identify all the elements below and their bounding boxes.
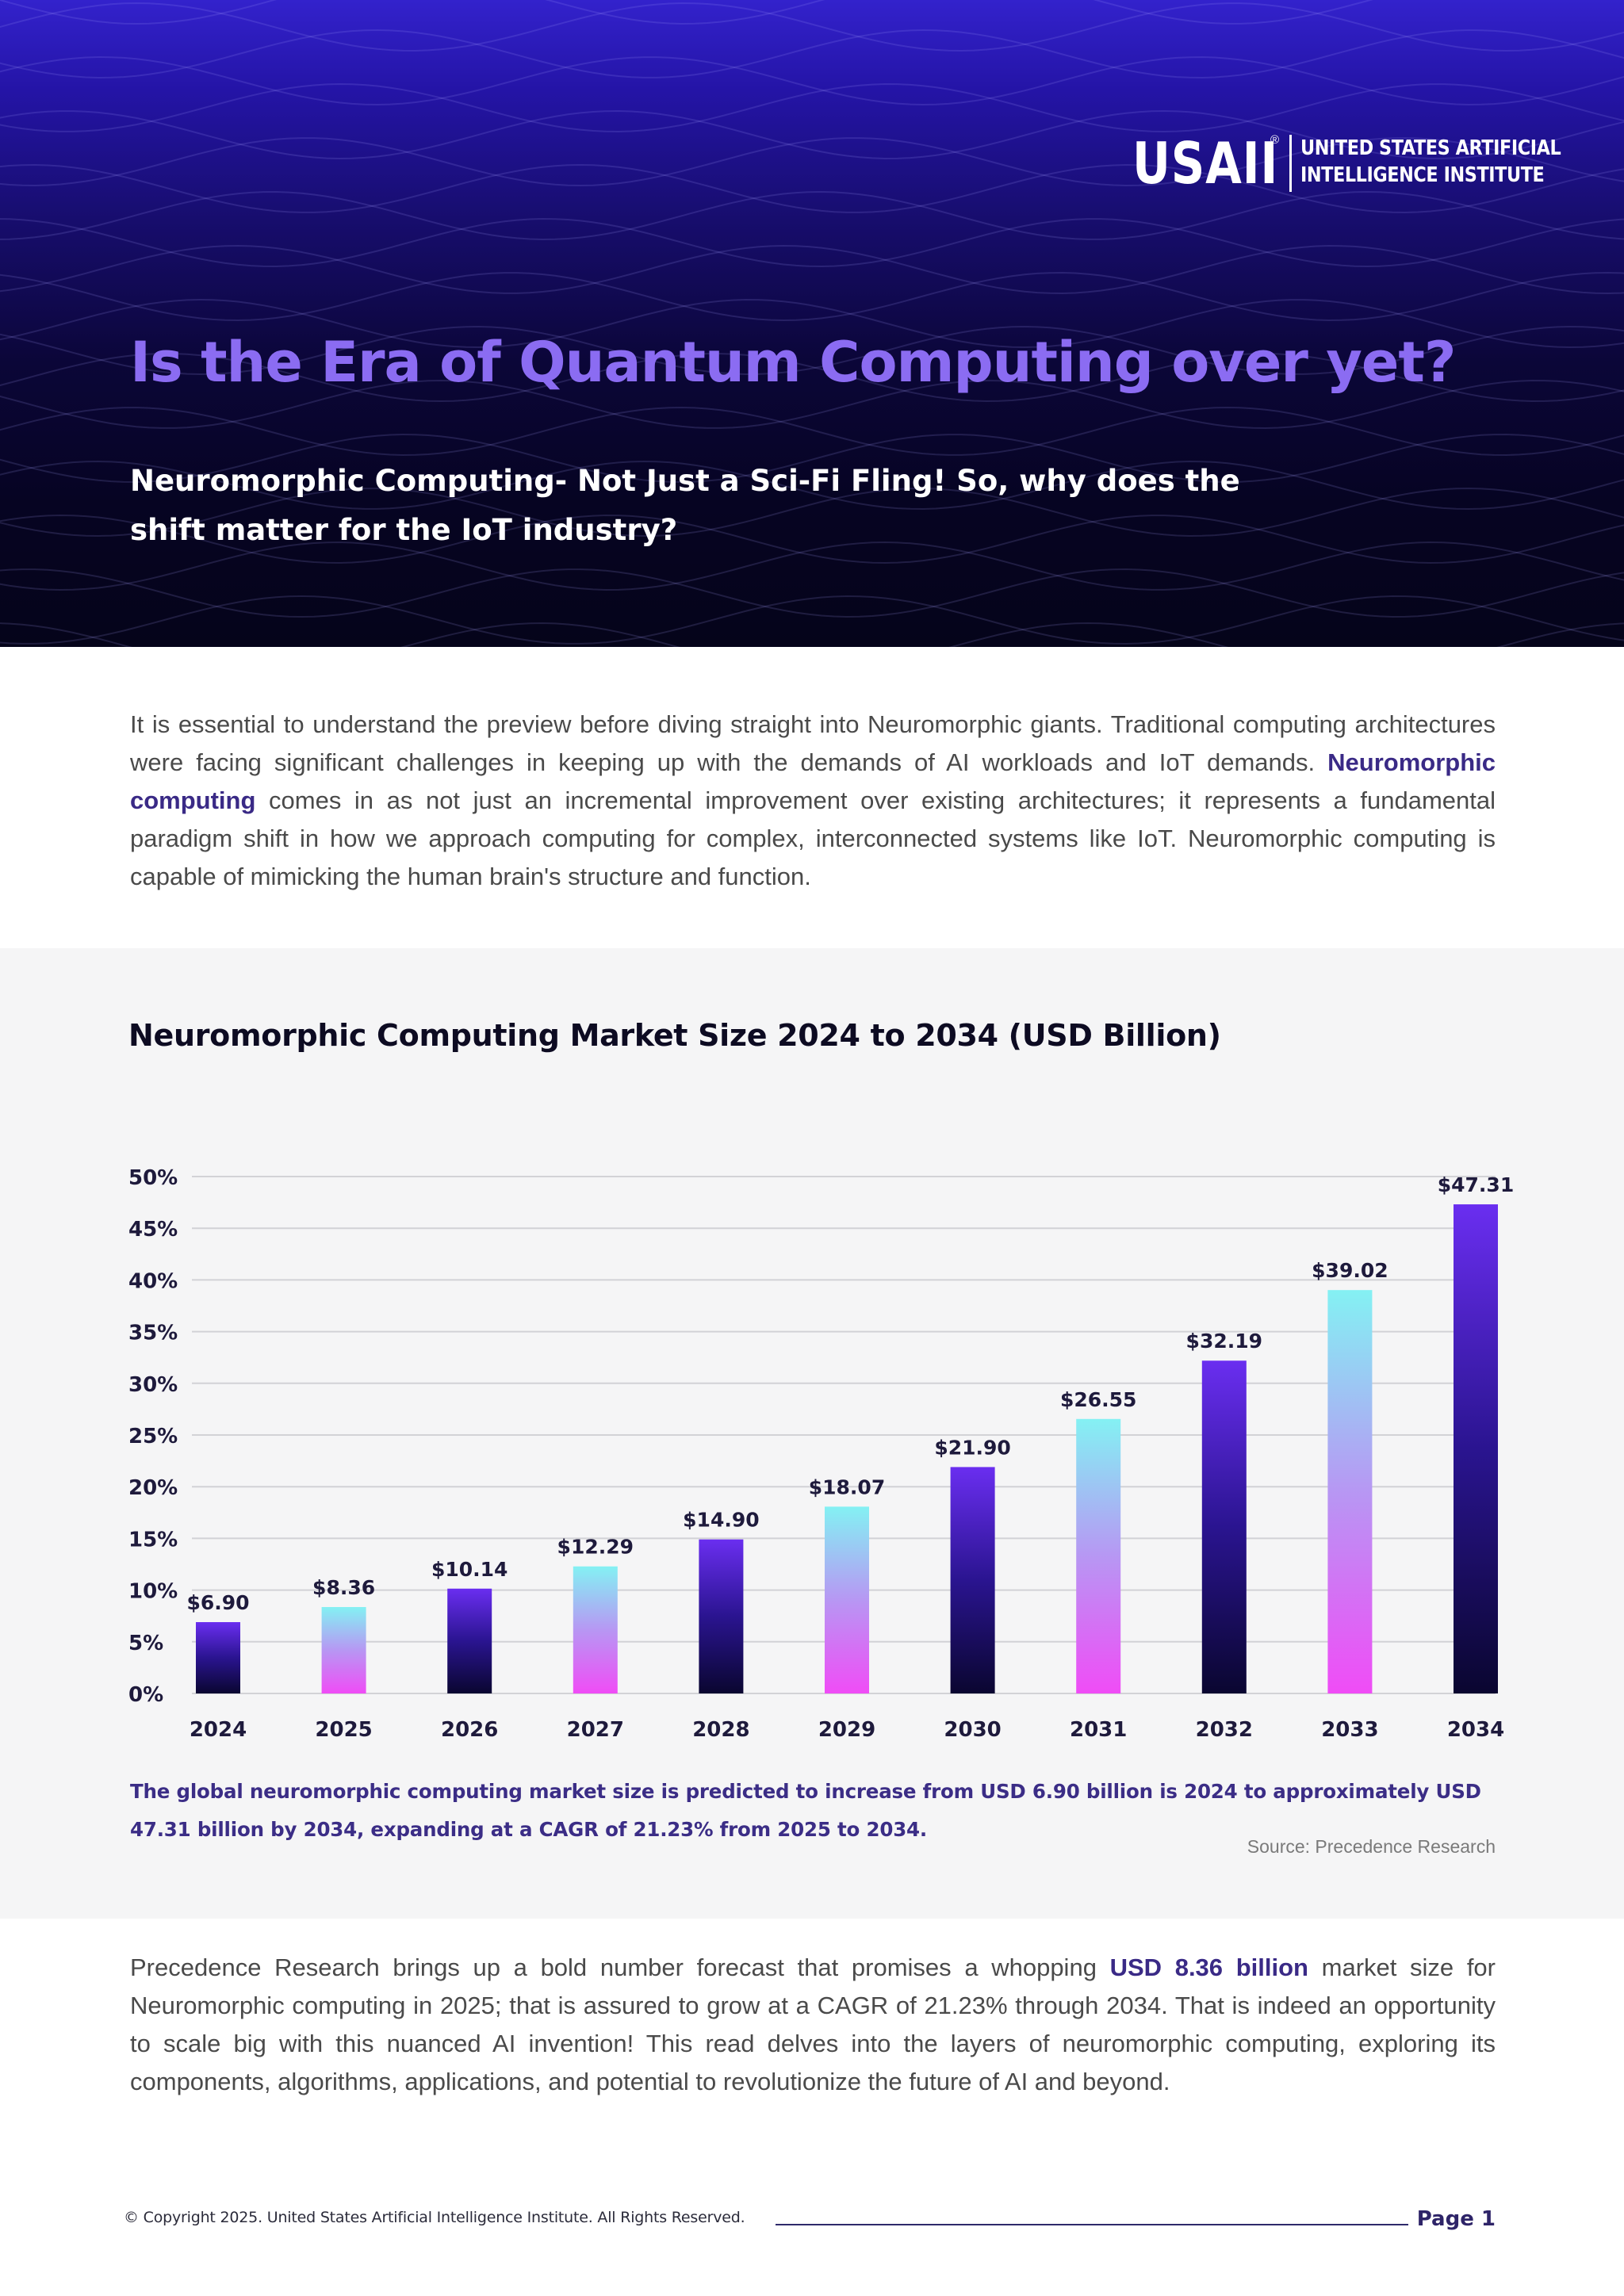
value-label-2031: $26.55 bbox=[1060, 1388, 1136, 1411]
value-label-2028: $14.90 bbox=[683, 1509, 759, 1532]
logo-divider bbox=[1289, 135, 1292, 192]
x-tick-label-2029: 2029 bbox=[818, 1718, 875, 1742]
x-tick-label-2030: 2030 bbox=[944, 1718, 1001, 1742]
x-tick-label-2033: 2033 bbox=[1321, 1718, 1378, 1742]
market-size-bar-chart: 0% 5% 10% 15% 20% 25% 30% 35% 40% 45% 50% $6.90 2024… bbox=[128, 1166, 1514, 1742]
wave-line bbox=[0, 379, 1624, 430]
bar-2029 bbox=[825, 1506, 869, 1693]
x-tick-label-2031: 2031 bbox=[1070, 1718, 1127, 1742]
x-tick-label-2034: 2034 bbox=[1447, 1718, 1504, 1742]
usaii-logo: USAII ® UNITED STATES ARTIFICIAL INTELLI… bbox=[1132, 130, 1561, 197]
x-tick-label-2027: 2027 bbox=[567, 1718, 624, 1742]
y-tick-label: 10% bbox=[128, 1580, 178, 1604]
y-tick-label: 25% bbox=[128, 1425, 178, 1448]
intro-text-2: comes in as not just an incremental impr… bbox=[130, 786, 1496, 890]
value-label-2033: $39.02 bbox=[1312, 1259, 1388, 1282]
wave-line bbox=[0, 82, 1624, 133]
y-tick-label: 35% bbox=[128, 1322, 178, 1345]
value-label-2034: $47.31 bbox=[1438, 1173, 1514, 1196]
wave-line bbox=[0, 325, 1624, 376]
x-tick-label-2032: 2032 bbox=[1196, 1718, 1253, 1742]
bar-2031 bbox=[1076, 1418, 1121, 1693]
y-tick-label: 30% bbox=[128, 1373, 178, 1397]
wave-line bbox=[0, 406, 1624, 457]
hero-banner: USAII ® UNITED STATES ARTIFICIAL INTELLI… bbox=[0, 0, 1624, 647]
bar-2032 bbox=[1201, 1360, 1247, 1693]
page-subtitle: Neuromorphic Computing- Not Just a Sci-F… bbox=[130, 464, 1240, 547]
wave-line bbox=[0, 622, 1624, 647]
wave-pattern-background bbox=[0, 0, 1624, 647]
bar-2033 bbox=[1327, 1290, 1373, 1693]
wave-line bbox=[0, 595, 1624, 645]
forecast-text-2: market size for Neuromorphic computing i… bbox=[130, 1954, 1496, 2095]
y-tick-label: 45% bbox=[128, 1218, 178, 1242]
value-label-2032: $32.19 bbox=[1186, 1330, 1262, 1353]
chart-source: Source: Precedence Research bbox=[1247, 1836, 1496, 1857]
wave-line bbox=[0, 271, 1624, 322]
registered-mark: ® bbox=[1270, 133, 1280, 147]
bar-2026 bbox=[447, 1588, 492, 1693]
footer-divider bbox=[776, 2224, 1408, 2225]
wave-line bbox=[0, 244, 1624, 295]
bar-2025 bbox=[321, 1606, 366, 1693]
logo-wordmark: UNITED STATES ARTIFICIAL INTELLIGENCE IN… bbox=[1300, 135, 1561, 189]
wave-line bbox=[0, 190, 1624, 241]
wave-line bbox=[0, 460, 1624, 511]
value-label-2026: $10.14 bbox=[431, 1558, 508, 1581]
chart-title: Neuromorphic Computing Market Size 2024 … bbox=[128, 1018, 1221, 1053]
wave-line bbox=[0, 29, 1624, 79]
y-tick-label: 50% bbox=[128, 1166, 178, 1190]
intro-paragraph: It is essential to understand the previe… bbox=[130, 706, 1496, 896]
wave-line bbox=[0, 298, 1624, 349]
wave-line bbox=[0, 136, 1624, 187]
intro-highlight: Neuromorphic computing bbox=[130, 748, 1496, 814]
footer-copyright: © Copyright 2025. United States Artifici… bbox=[124, 2209, 745, 2226]
y-tick-label: 5% bbox=[128, 1632, 163, 1655]
chart-caption: The global neuromorphic computing market… bbox=[130, 1780, 1481, 1841]
wave-line bbox=[0, 433, 1624, 484]
chart-section: Neuromorphic Computing Market Size 2024 … bbox=[0, 948, 1624, 1919]
wave-line bbox=[0, 541, 1624, 591]
wave-line bbox=[0, 217, 1624, 268]
y-tick-label: 0% bbox=[128, 1683, 163, 1707]
bar-2034 bbox=[1454, 1204, 1498, 1693]
forecast-paragraph: Precedence Research brings up a bold num… bbox=[130, 1949, 1496, 2101]
value-label-2030: $21.90 bbox=[934, 1436, 1010, 1459]
wave-line bbox=[0, 514, 1624, 564]
bar-2030 bbox=[950, 1467, 995, 1693]
page-number: Page 1 bbox=[1416, 2207, 1496, 2231]
wave-line bbox=[0, 352, 1624, 403]
forecast-highlight: USD 8.36 billion bbox=[1109, 1954, 1308, 1981]
forecast-text-1: Precedence Research brings up a bold num… bbox=[130, 1954, 1110, 1981]
value-label-2024: $6.90 bbox=[186, 1591, 249, 1614]
page-title: Is the Era of Quantum Computing over yet… bbox=[130, 330, 1456, 395]
x-tick-label-2025: 2025 bbox=[315, 1718, 372, 1742]
bar-2028 bbox=[699, 1539, 744, 1693]
y-tick-label: 20% bbox=[128, 1476, 178, 1500]
value-label-2027: $12.29 bbox=[557, 1536, 634, 1559]
wave-line bbox=[0, 2, 1624, 52]
bar-2027 bbox=[573, 1566, 618, 1693]
wave-line bbox=[0, 55, 1624, 106]
x-tick-label-2028: 2028 bbox=[692, 1718, 749, 1742]
bar-2024 bbox=[196, 1622, 240, 1693]
wave-line bbox=[0, 568, 1624, 618]
intro-text-1: It is essential to understand the previe… bbox=[130, 710, 1496, 776]
y-tick-label: 40% bbox=[128, 1269, 178, 1293]
logo-mark: USAII bbox=[1132, 130, 1279, 197]
value-label-2029: $18.07 bbox=[809, 1475, 885, 1498]
x-tick-label-2026: 2026 bbox=[441, 1718, 498, 1742]
value-label-2025: $8.36 bbox=[312, 1576, 375, 1599]
wave-line bbox=[0, 109, 1624, 160]
wave-line bbox=[0, 163, 1624, 214]
logo-line-2: INTELLIGENCE INSTITUTE bbox=[1300, 163, 1545, 187]
wave-line bbox=[0, 0, 1373, 25]
logo-line-1: UNITED STATES ARTIFICIAL bbox=[1300, 136, 1561, 160]
wave-line bbox=[0, 487, 1624, 538]
y-tick-label: 15% bbox=[128, 1528, 178, 1552]
x-tick-label-2024: 2024 bbox=[190, 1718, 247, 1742]
